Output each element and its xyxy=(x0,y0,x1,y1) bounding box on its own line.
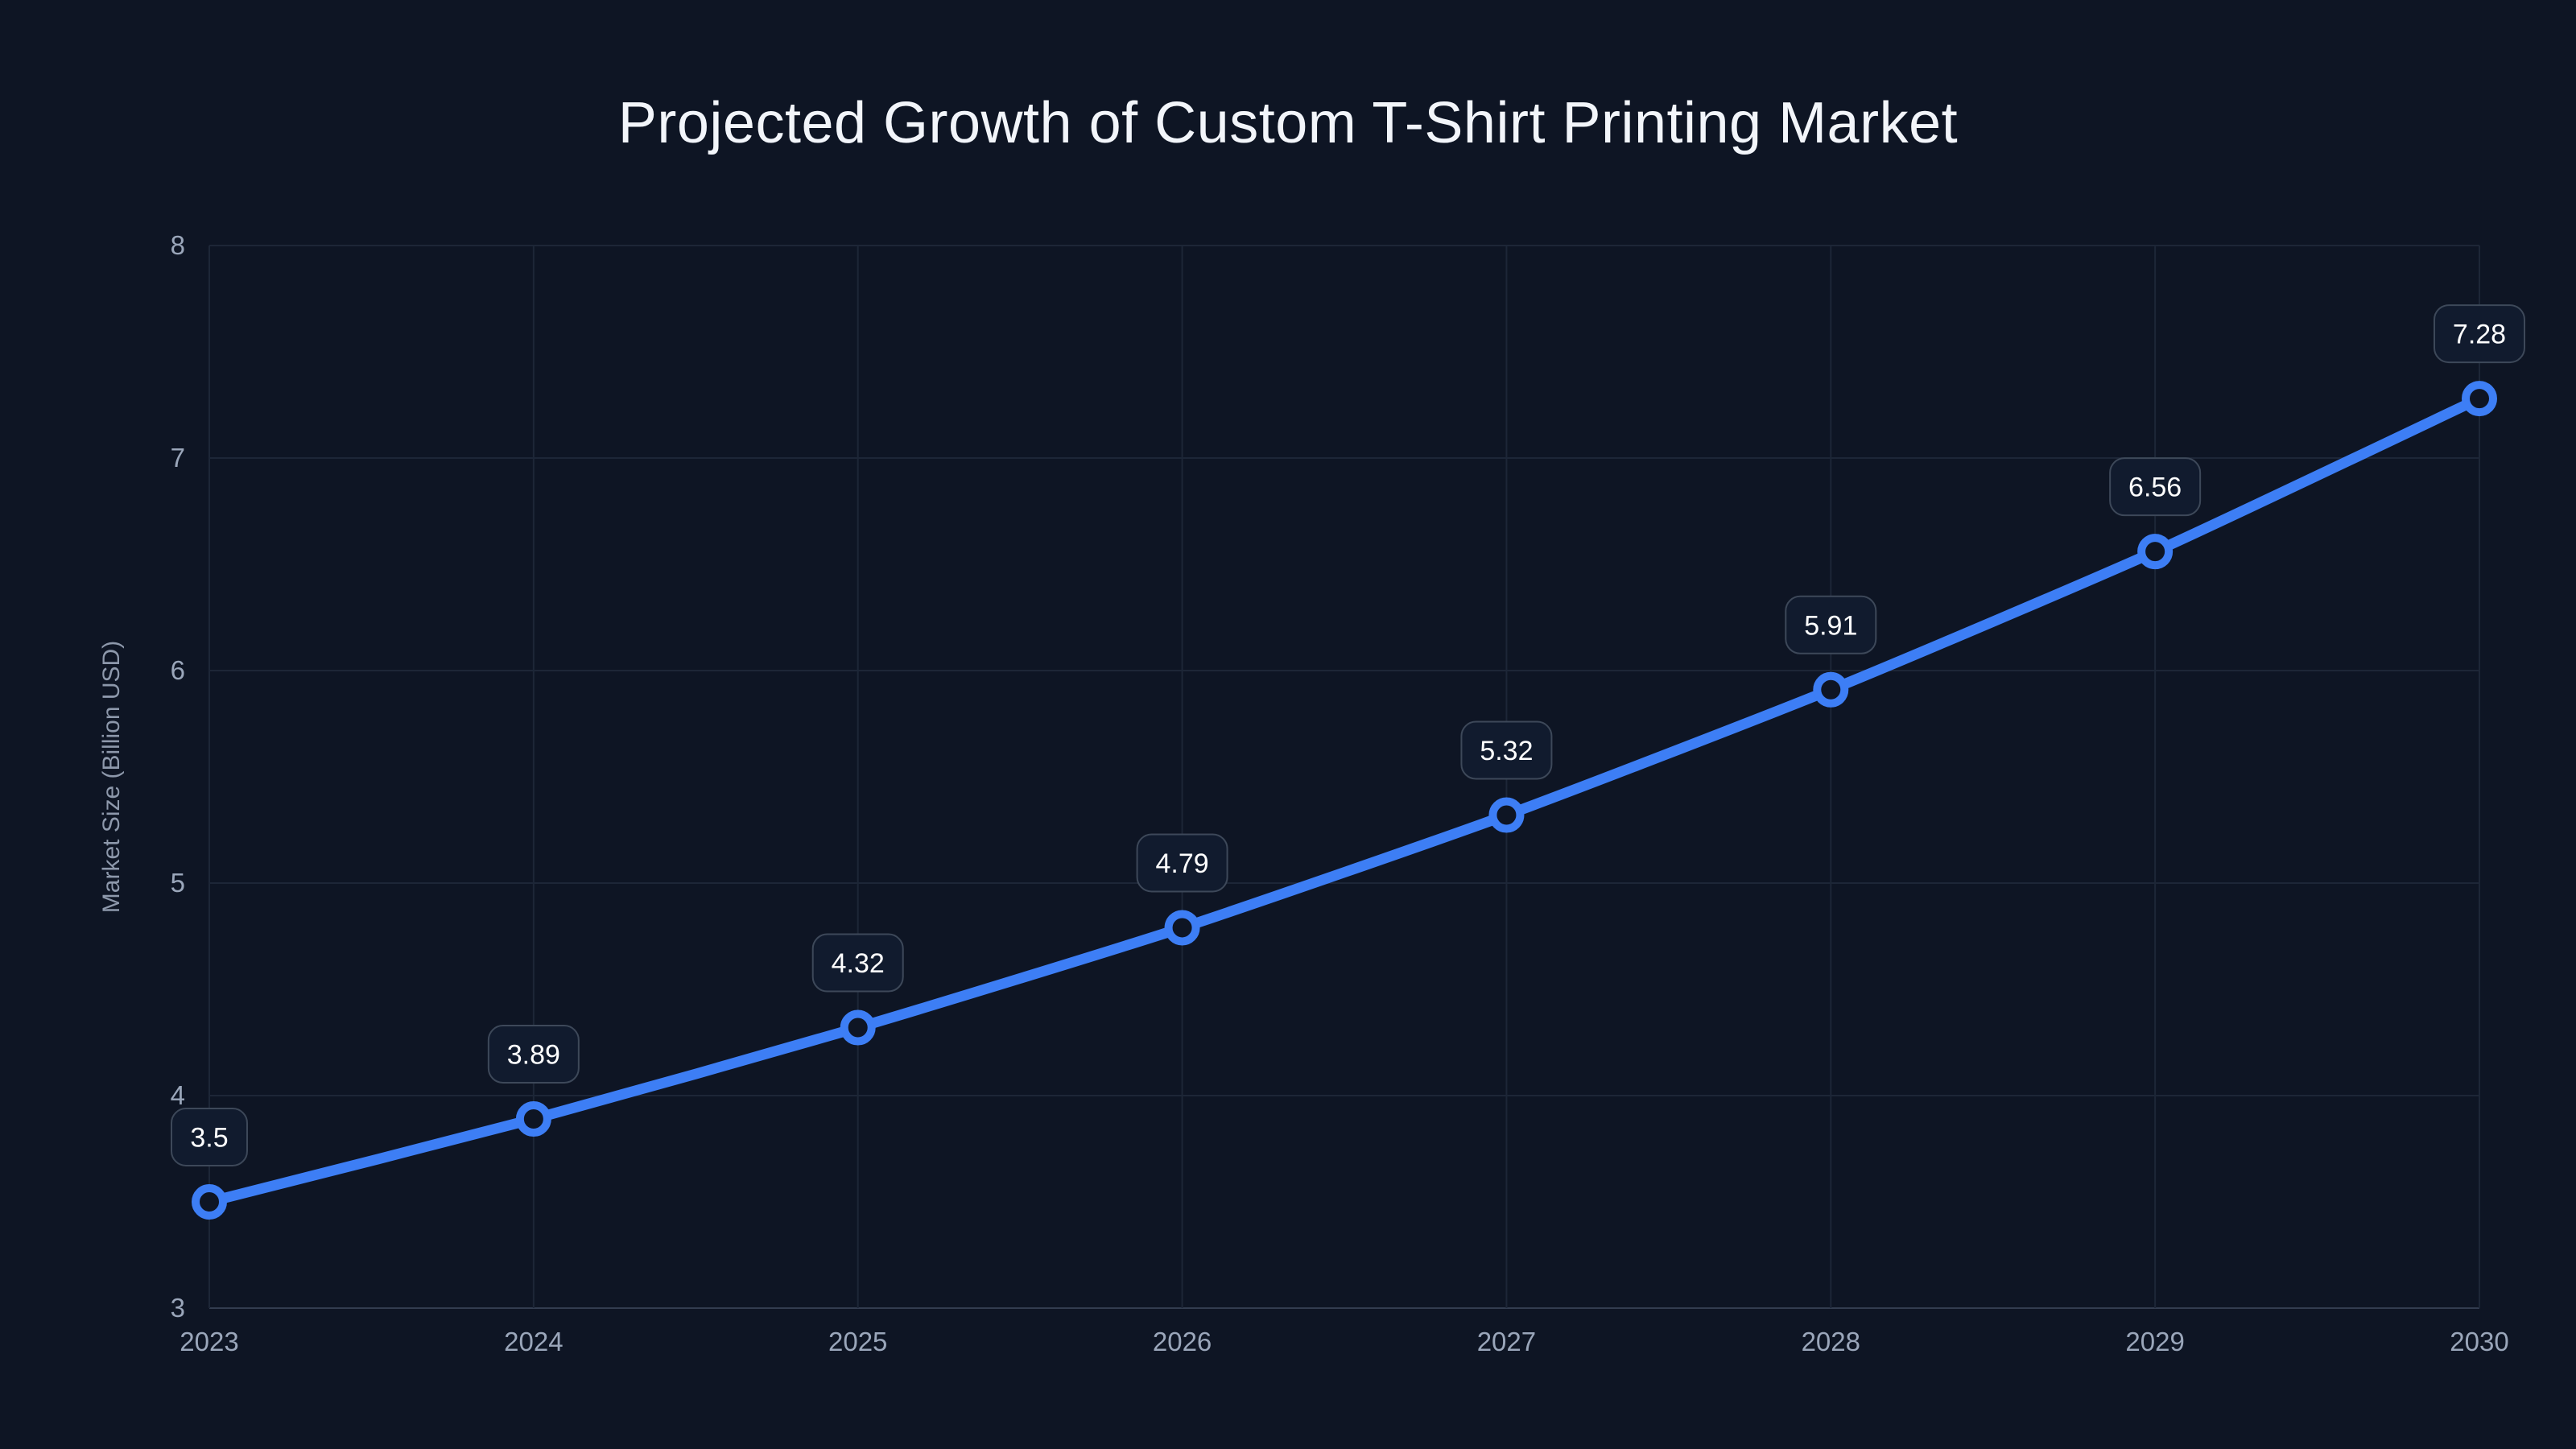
data-label-value: 4.32 xyxy=(832,948,885,979)
y-axis-tick-label: 7 xyxy=(171,443,185,473)
x-axis-tick-label: 2030 xyxy=(2450,1327,2508,1356)
data-label-chip xyxy=(811,933,904,993)
y-axis-tick-label: 8 xyxy=(171,230,185,260)
data-point-marker[interactable] xyxy=(1164,910,1200,946)
data-label-value: 3.89 xyxy=(507,1040,560,1071)
data-label-chip xyxy=(487,1025,580,1084)
y-axis-title: Market Size (Billion USD) xyxy=(98,641,125,913)
data-label-chip xyxy=(171,1108,248,1166)
data-label-value: 7.28 xyxy=(2453,320,2506,350)
y-axis-tick-label: 3 xyxy=(171,1293,185,1323)
data-label-chip xyxy=(2434,304,2525,364)
data-label-chip xyxy=(1136,833,1228,893)
x-axis-tick-label: 2023 xyxy=(180,1327,238,1356)
data-point-marker[interactable] xyxy=(515,1101,551,1137)
x-axis-tick-label: 2025 xyxy=(828,1327,887,1356)
data-label-value: 3.5 xyxy=(190,1123,228,1154)
data-point-marker[interactable] xyxy=(840,1009,876,1046)
data-label-chip xyxy=(2109,457,2202,517)
y-axis-tick-label: 4 xyxy=(171,1080,185,1110)
chart-title: Projected Growth of Custom T-Shirt Print… xyxy=(617,91,1959,155)
x-axis-tick-label: 2027 xyxy=(1477,1327,1536,1356)
data-label-value: 5.32 xyxy=(1480,736,1533,766)
data-label-chip xyxy=(1460,720,1553,780)
data-series-line xyxy=(204,393,2485,1208)
data-point-marker[interactable] xyxy=(1813,671,1849,708)
y-axis-tick-label: 5 xyxy=(171,868,185,898)
y-axis-tick-label: 6 xyxy=(171,655,185,685)
data-label-value: 5.91 xyxy=(1804,610,1857,641)
data-label-chip xyxy=(1785,595,1877,654)
x-axis-tick-label: 2028 xyxy=(1802,1327,1860,1356)
data-point-marker[interactable] xyxy=(2137,534,2174,570)
data-point-marker[interactable] xyxy=(1488,797,1525,833)
data-label-value: 6.56 xyxy=(2128,473,2182,503)
data-label-value: 4.79 xyxy=(1155,848,1208,879)
x-axis-tick-label: 2029 xyxy=(2125,1327,2184,1356)
x-axis-tick-label: 2026 xyxy=(1153,1327,1212,1356)
x-axis-tick-label: 2024 xyxy=(504,1327,563,1356)
data-point-marker[interactable] xyxy=(192,1184,227,1220)
data-point-marker[interactable] xyxy=(2462,381,2497,417)
